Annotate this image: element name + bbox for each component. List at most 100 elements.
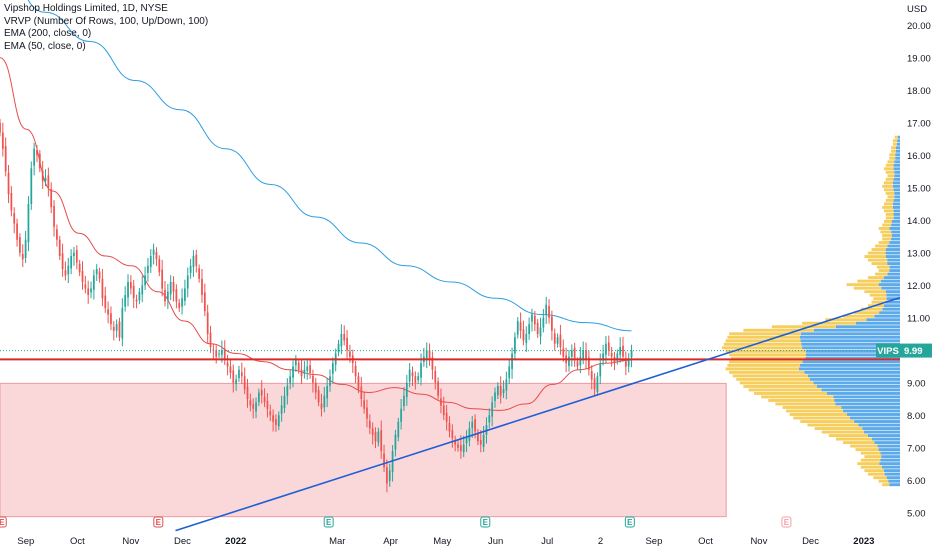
drawings[interactable] (0, 296, 901, 532)
vp-row-down (880, 279, 900, 283)
candle-body (374, 432, 377, 442)
candle-body (61, 253, 64, 269)
candle-body (38, 153, 41, 169)
vp-row-up (875, 244, 888, 248)
candle-body (340, 334, 343, 347)
candle-body (249, 400, 252, 406)
vp-row-down (881, 286, 900, 290)
vp-row-up (873, 476, 887, 480)
candle-body (511, 353, 513, 370)
vp-row-down (866, 318, 900, 322)
candle-body (386, 467, 388, 484)
candle-body (542, 317, 545, 328)
candle-body (491, 402, 494, 417)
earnings-marker (0, 516, 7, 528)
candle-body (50, 189, 53, 208)
vp-row-down (889, 265, 900, 269)
vp-row-up (722, 346, 803, 350)
candle-body (559, 334, 562, 347)
trendline (175, 296, 901, 532)
candle-body (306, 366, 309, 372)
vp-row-up (885, 212, 894, 216)
vp-row-up (748, 388, 822, 392)
candle-body (494, 392, 496, 401)
vp-row-up (883, 202, 893, 206)
candle-body (576, 361, 579, 367)
vp-row-down (893, 198, 900, 202)
vp-row-up (869, 293, 887, 297)
price-tick-label: 19.00 (907, 53, 931, 64)
vp-row-down (891, 219, 900, 223)
price-axis[interactable]: 5.006.007.008.009.0010.0011.0012.0013.00… (907, 4, 931, 519)
time-tick-label: Jul (541, 536, 553, 547)
candle-body (243, 376, 246, 390)
vrvp-indicator-label[interactable]: VRVP (Number Of Rows, 100, Up/Down, 100) (4, 15, 209, 27)
candle-body (277, 415, 280, 427)
vp-row-down (894, 195, 900, 199)
time-tick-label: Dec (174, 536, 191, 547)
vp-row-up (800, 420, 855, 423)
vp-row-down (893, 212, 900, 216)
ema200-indicator-label[interactable]: EMA (200, close, 0) (4, 28, 92, 39)
candle-body (488, 415, 491, 423)
candle-body (95, 269, 98, 275)
candle-body (300, 369, 303, 377)
vp-row-up (855, 448, 879, 452)
candle-body (360, 386, 363, 399)
time-tick-label: Sep (645, 536, 662, 547)
candle-body (280, 405, 283, 414)
candles (0, 118, 633, 493)
ema50-indicator-label[interactable]: EMA (50, close, 0) (4, 40, 86, 52)
candle-body (582, 350, 585, 360)
vp-row-down (885, 290, 900, 294)
candle-body (272, 415, 274, 422)
vp-row-down (886, 297, 900, 301)
vp-row-down (883, 304, 900, 308)
symbol-title[interactable]: Vipshop Holdings Limited, 1D, NYSE (4, 3, 168, 14)
vp-row-down (893, 209, 900, 213)
candle-body (4, 146, 7, 172)
candle-body (87, 288, 90, 295)
price-tick-label: 14.00 (907, 216, 931, 227)
vp-row-down (888, 479, 900, 483)
vp-row-down (885, 255, 900, 258)
chart-legend: Vipshop Holdings Limited, 1D, NYSE VRVP … (4, 3, 208, 53)
vp-row-down (894, 170, 900, 174)
candle-body (215, 350, 218, 357)
candle-body (323, 395, 326, 408)
candle-body (400, 408, 403, 422)
vp-row-down (804, 370, 900, 374)
vp-row-up (864, 290, 886, 294)
vp-row-up (864, 455, 882, 459)
vp-row-up (867, 258, 888, 262)
candle-body (44, 178, 47, 182)
vp-row-up (729, 332, 801, 336)
candle-body (107, 309, 109, 315)
candle-body (465, 438, 468, 444)
candle-body (408, 369, 411, 382)
vp-row-down (881, 455, 900, 459)
vp-row-up (843, 314, 875, 318)
time-axis[interactable]: Sep Oct Nov Dec 2022 Mar Apr May Jun Jul 2 Sep Oct No… (17, 536, 874, 547)
candle-body (514, 337, 516, 354)
candle-body (388, 470, 391, 481)
candle-body (36, 150, 38, 156)
candle-body (221, 350, 223, 355)
candle-body (474, 419, 476, 432)
vp-row-up (878, 241, 890, 244)
vp-row-down (883, 276, 900, 280)
candle-body (320, 403, 323, 409)
vp-row-down (867, 434, 900, 438)
candle-body (562, 348, 565, 357)
vp-row-up (882, 223, 892, 227)
candle-body (192, 256, 195, 268)
vp-row-up (860, 307, 883, 311)
vp-row-up (860, 458, 881, 462)
candle-body (232, 370, 235, 383)
vp-row-up (867, 472, 885, 476)
vp-row-down (877, 444, 900, 448)
vp-row-up (876, 265, 890, 269)
vp-row-down (849, 416, 900, 420)
